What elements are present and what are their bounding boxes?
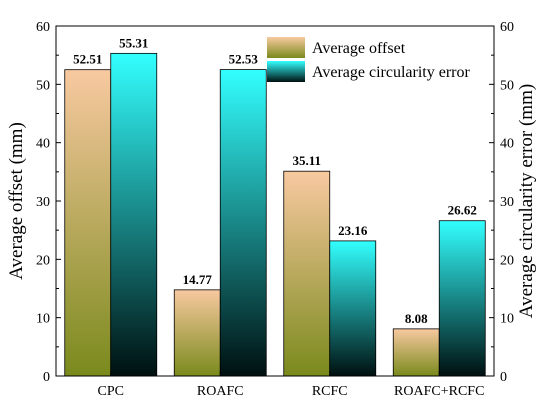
y2-tick-label-10: 10: [500, 312, 514, 327]
bar-average-circularity-error-roafc: [219, 69, 267, 377]
data-label-average-circularity-error-roafc: 52.53: [229, 52, 259, 67]
y2-tick-label-40: 40: [500, 137, 514, 152]
y-tick-label-40: 40: [36, 137, 50, 152]
bar-average-offset-roafc: [173, 289, 221, 377]
legend: Average offset Average circularity error: [267, 37, 471, 82]
legend-label-average-offset: Average offset: [312, 40, 406, 57]
y-tick-label-50: 50: [36, 78, 50, 93]
data-label-average-offset-rcfc: 35.11: [292, 153, 321, 168]
y2-tick-label-30: 30: [500, 195, 514, 210]
y-tick-label-30: 30: [36, 195, 50, 210]
data-label-average-circularity-error-cpc: 55.31: [119, 35, 148, 50]
y2-axis-title: Average circularity error (mm): [516, 84, 537, 318]
data-label-average-offset-roafc: 14.77: [183, 272, 213, 287]
bars-layer: [64, 52, 486, 377]
y-tick-label-0: 0: [43, 370, 50, 385]
y2-tick-label-20: 20: [500, 253, 514, 268]
y-tick-label-20: 20: [36, 253, 50, 268]
legend-swatch-average-circularity-error: [267, 61, 305, 82]
x-tick-label-cpc: CPC: [98, 384, 124, 399]
y2-tick-label-60: 60: [500, 20, 514, 35]
y2-tick-label-50: 50: [500, 78, 514, 93]
axes-layer: CPC ROAFC RCFC ROAFC+RCFC 0 0 10 10 20 20 30 30 40 40…: [36, 20, 514, 399]
data-label-average-circularity-error-rcfc: 23.16: [338, 223, 368, 238]
y-tick-label-60: 60: [36, 20, 50, 35]
bar-average-offset-rcfc: [283, 170, 331, 377]
legend-swatch-average-offset: [267, 37, 305, 58]
y-axis-title: Average offset (mm): [6, 122, 27, 280]
x-tick-label-rcfc: RCFC: [312, 384, 348, 399]
y-tick-label-10: 10: [36, 312, 50, 327]
bar-average-circularity-error-roafc-rcfc: [438, 220, 486, 377]
bar-average-offset-roafc-rcfc: [392, 328, 440, 377]
bar-average-offset-cpc: [64, 69, 112, 377]
bar-average-circularity-error-cpc: [110, 52, 158, 377]
y2-tick-label-0: 0: [500, 370, 507, 385]
data-label-average-circularity-error-roafc-rcfc: 26.62: [448, 203, 477, 218]
data-label-average-offset-cpc: 52.51: [73, 52, 102, 67]
x-tick-label-roafc: ROAFC: [197, 384, 244, 399]
data-labels-layer: 52.51 55.31 14.77 52.53 35.11 23.16 8.08 26.62: [73, 35, 477, 326]
x-tick-label-roafc-rcfc: ROAFC+RCFC: [394, 384, 484, 399]
bar-average-circularity-error-rcfc: [329, 240, 377, 377]
data-label-average-offset-roafc-rcfc: 8.08: [405, 311, 428, 326]
legend-label-average-circularity-error: Average circularity error: [312, 64, 471, 81]
